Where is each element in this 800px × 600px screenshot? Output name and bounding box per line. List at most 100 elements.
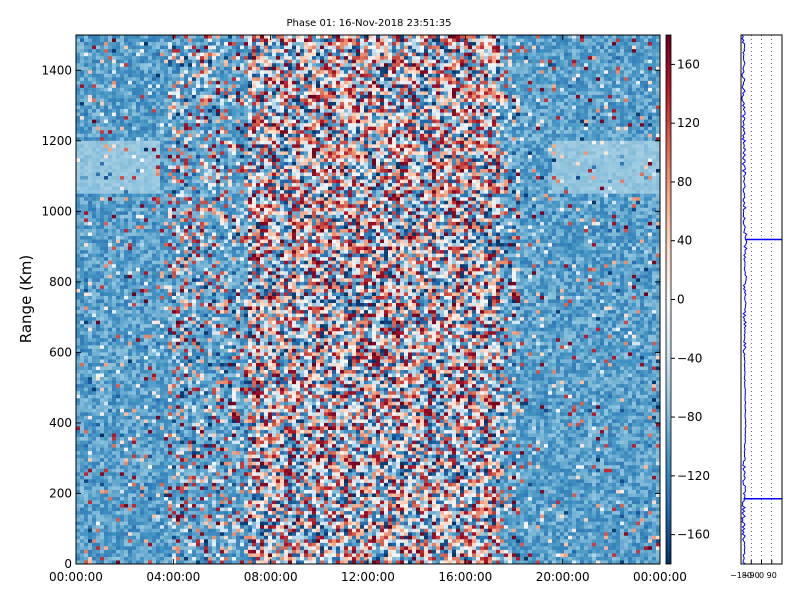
heatmap-cell bbox=[84, 285, 88, 289]
heatmap-cell bbox=[120, 197, 124, 201]
heatmap-cell bbox=[176, 148, 180, 152]
heatmap-cell bbox=[96, 381, 100, 385]
heatmap-cell bbox=[120, 282, 124, 286]
heatmap-cell bbox=[124, 543, 128, 547]
heatmap-cell bbox=[144, 155, 148, 159]
heatmap-cell bbox=[88, 430, 92, 434]
heatmap-cell bbox=[176, 370, 180, 374]
heatmap-cell bbox=[152, 254, 156, 258]
heatmap-cell bbox=[140, 183, 144, 187]
heatmap-cell bbox=[192, 201, 196, 205]
heatmap-cell bbox=[136, 532, 140, 536]
heatmap-cell bbox=[100, 448, 104, 452]
heatmap-cell bbox=[144, 426, 148, 430]
heatmap-cell bbox=[116, 282, 120, 286]
heatmap-cell bbox=[112, 215, 116, 219]
heatmap-cell bbox=[200, 148, 204, 152]
heatmap-cell bbox=[88, 300, 92, 304]
heatmap-cell bbox=[76, 155, 80, 159]
heatmap-cell bbox=[148, 180, 152, 184]
heatmap-cell bbox=[200, 218, 204, 222]
heatmap-cell bbox=[164, 405, 168, 409]
heatmap-cell bbox=[88, 81, 92, 85]
heatmap-cell bbox=[164, 215, 168, 219]
heatmap-cell bbox=[180, 557, 184, 561]
heatmap-cell bbox=[144, 349, 148, 353]
heatmap-cell bbox=[176, 317, 180, 321]
heatmap-cell bbox=[164, 197, 168, 201]
heatmap-cell bbox=[172, 469, 176, 473]
heatmap-cell bbox=[136, 102, 140, 106]
heatmap-cell bbox=[76, 268, 80, 272]
heatmap-cell bbox=[176, 123, 180, 127]
heatmap-cell bbox=[96, 384, 100, 388]
heatmap-cell bbox=[120, 462, 124, 466]
heatmap-cell bbox=[160, 479, 164, 483]
heatmap-cell bbox=[88, 232, 92, 236]
heatmap-cell bbox=[112, 430, 116, 434]
heatmap-cell bbox=[96, 486, 100, 490]
heatmap-cell bbox=[96, 307, 100, 311]
heatmap-cell bbox=[96, 204, 100, 208]
heatmap-cell bbox=[108, 465, 112, 469]
heatmap-cell bbox=[192, 486, 196, 490]
heatmap-cell bbox=[108, 296, 112, 300]
heatmap-cell bbox=[128, 106, 132, 110]
heatmap-cell bbox=[152, 109, 156, 113]
heatmap-cell bbox=[128, 173, 132, 177]
heatmap-cell bbox=[156, 430, 160, 434]
heatmap-cell bbox=[144, 63, 148, 67]
heatmap-cell bbox=[164, 137, 168, 141]
heatmap-cell bbox=[164, 173, 168, 177]
heatmap-cell bbox=[88, 321, 92, 325]
heatmap-cell bbox=[152, 187, 156, 191]
heatmap-cell bbox=[196, 465, 200, 469]
heatmap-cell bbox=[84, 74, 88, 78]
heatmap-cell bbox=[136, 338, 140, 342]
heatmap-cell bbox=[192, 349, 196, 353]
heatmap-cell bbox=[176, 127, 180, 131]
heatmap-cell bbox=[120, 324, 124, 328]
heatmap-cell bbox=[140, 430, 144, 434]
heatmap-cell bbox=[144, 95, 148, 99]
heatmap-cell bbox=[156, 187, 160, 191]
heatmap-cell bbox=[108, 148, 112, 152]
heatmap-cell bbox=[144, 391, 148, 395]
heatmap-cell bbox=[188, 345, 192, 349]
heatmap-cell bbox=[196, 113, 200, 117]
heatmap-cell bbox=[156, 39, 160, 43]
heatmap-cell bbox=[100, 328, 104, 332]
heatmap-cell bbox=[184, 356, 188, 360]
heatmap-cell bbox=[128, 458, 132, 462]
heatmap-cell bbox=[116, 321, 120, 325]
heatmap-cell bbox=[188, 448, 192, 452]
heatmap-cell bbox=[156, 134, 160, 138]
heatmap-cell bbox=[200, 426, 204, 430]
heatmap-cell bbox=[204, 194, 208, 198]
heatmap-cell bbox=[108, 338, 112, 342]
heatmap-cell bbox=[128, 296, 132, 300]
heatmap-cell bbox=[192, 324, 196, 328]
heatmap-cell bbox=[188, 88, 192, 92]
heatmap-cell bbox=[180, 282, 184, 286]
heatmap-cell bbox=[164, 444, 168, 448]
heatmap-cell bbox=[196, 441, 200, 445]
heatmap-cell bbox=[136, 434, 140, 438]
heatmap-cell bbox=[156, 363, 160, 367]
heatmap-cell bbox=[188, 77, 192, 81]
heatmap-cell bbox=[80, 536, 84, 540]
heatmap-cell bbox=[116, 398, 120, 402]
heatmap-cell bbox=[76, 60, 80, 64]
heatmap-cell bbox=[168, 497, 172, 501]
heatmap-cell bbox=[160, 490, 164, 494]
heatmap-cell bbox=[92, 173, 96, 177]
heatmap-cell bbox=[180, 529, 184, 533]
heatmap-cell bbox=[108, 483, 112, 487]
heatmap-cell bbox=[140, 419, 144, 423]
heatmap-cell bbox=[96, 296, 100, 300]
heatmap-cell bbox=[104, 162, 108, 166]
heatmap-cell bbox=[124, 56, 128, 60]
heatmap-cell bbox=[80, 381, 84, 385]
heatmap-cell bbox=[200, 388, 204, 392]
heatmap-cell bbox=[120, 465, 124, 469]
